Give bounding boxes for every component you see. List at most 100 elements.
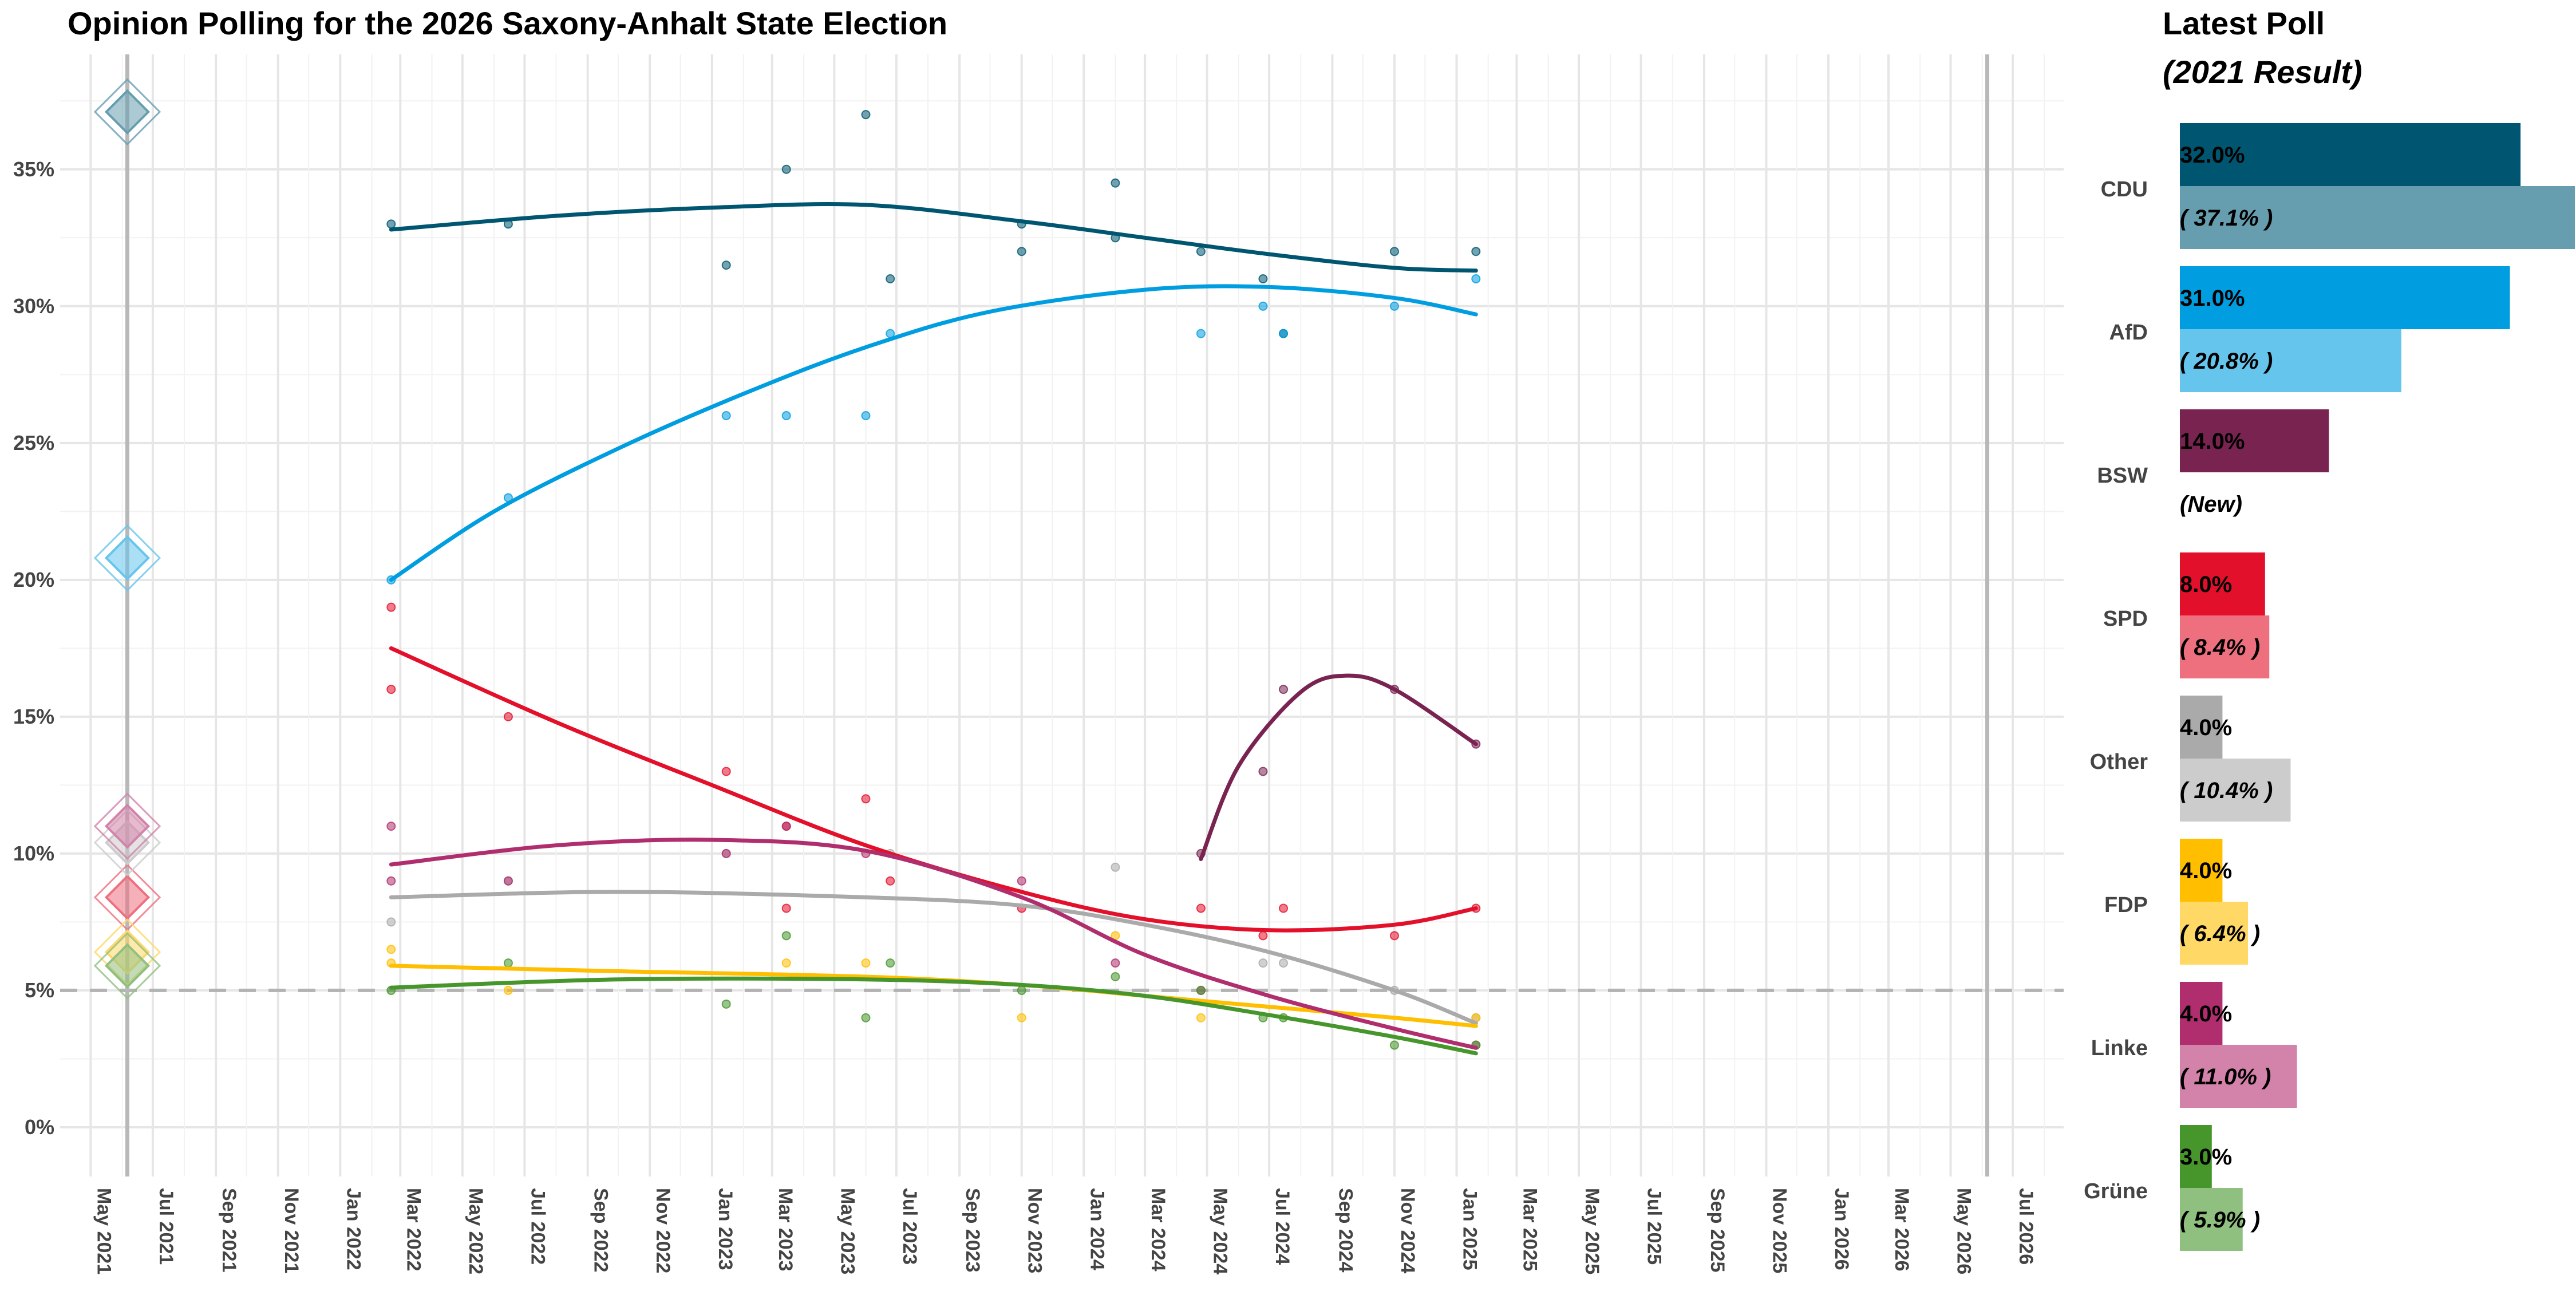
trend-line-other — [389, 890, 1478, 1025]
x-tick-label: Jul 2025 — [1643, 1188, 1665, 1265]
trend-line-fdp — [389, 964, 1478, 1028]
y-tick-label: 25% — [13, 431, 54, 455]
poll-point-afd — [1389, 301, 1399, 311]
poll-point-linke — [386, 876, 396, 886]
x-tick-label: May 2024 — [1210, 1188, 1231, 1274]
poll-point-spd — [781, 903, 791, 913]
poll-point-fdp — [503, 985, 513, 995]
x-tick-label: Jul 2022 — [527, 1188, 548, 1265]
x-tick-label: Jul 2021 — [155, 1188, 177, 1265]
trend-lines — [389, 202, 1478, 1056]
poll-point-linke — [1017, 876, 1026, 886]
poll-point-spd — [861, 794, 871, 804]
x-tick-label: May 2021 — [93, 1188, 114, 1274]
poll-bar-label: 4.0% — [2180, 858, 2232, 883]
poll-point-afd — [1196, 329, 1206, 338]
latest-poll-subtitle: (2021 Result) — [2163, 54, 2362, 90]
x-tick-label: Jan 2022 — [342, 1188, 364, 1270]
x-tick-label: Jan 2024 — [1086, 1188, 1108, 1270]
x-axis: May 2021 Jul 2021 Sep 2021 Nov 2021 Jan 2022… — [93, 1188, 2037, 1274]
trend-line-cdu — [389, 202, 1478, 273]
result-bar-linke — [2180, 1045, 2297, 1108]
result-bar-label: ( 10.4% ) — [2180, 778, 2273, 803]
poll-point-grüne — [503, 958, 513, 968]
trend-line-bsw — [1199, 673, 1478, 861]
poll-point-spd — [1196, 903, 1206, 913]
poll-point-spd — [1258, 931, 1268, 941]
y-tick-label: 15% — [13, 705, 54, 728]
poll-bar-bsw — [2180, 409, 2329, 472]
poll-point-cdu — [781, 164, 791, 174]
y-tick-label: 20% — [13, 568, 54, 591]
election-result-markers — [93, 78, 161, 1000]
poll-point-cdu — [1471, 247, 1481, 256]
result-bar-label: ( 6.4% ) — [2180, 921, 2260, 946]
x-tick-label: Sep 2024 — [1334, 1188, 1356, 1273]
result-bar-label: ( 8.4% ) — [2180, 635, 2260, 660]
poll-point-grüne — [1017, 985, 1026, 995]
x-tick-label: Nov 2024 — [1397, 1188, 1419, 1273]
party-label: CDU — [2101, 177, 2148, 202]
latest-poll-bars: CDU 32.0% ( 37.1% ) AfD 31.0% ( 20.8% ) BSW 14.… — [2084, 123, 2575, 1251]
poll-point-linke — [721, 848, 731, 858]
x-tick-label: Nov 2022 — [652, 1188, 674, 1273]
x-tick-label: Mar 2025 — [1519, 1188, 1540, 1272]
poll-point-spd — [1389, 931, 1399, 941]
x-tick-label: Mar 2026 — [1891, 1188, 1913, 1272]
poll-point-afd — [861, 411, 871, 421]
poll-point-cdu — [1111, 178, 1120, 188]
poll-bar-label: 14.0% — [2180, 429, 2245, 454]
result-marker-spd — [104, 874, 151, 920]
party-label: AfD — [2109, 321, 2148, 345]
y-tick-label: 30% — [13, 294, 54, 318]
poll-point-bsw — [1258, 767, 1268, 776]
poll-point-other — [1258, 958, 1268, 968]
result-bar-fdp — [2180, 902, 2249, 965]
poll-bar-label: 4.0% — [2180, 715, 2232, 740]
poll-point-linke — [503, 876, 513, 886]
poll-point-cdu — [861, 110, 871, 120]
x-tick-label: Jul 2023 — [899, 1188, 920, 1265]
poll-bar-label: 31.0% — [2180, 286, 2245, 311]
result-bar-label: ( 5.9% ) — [2180, 1207, 2260, 1233]
result-bar-label: ( 37.1% ) — [2180, 206, 2273, 231]
poll-point-spd — [386, 602, 396, 612]
poll-point-linke — [1111, 958, 1120, 968]
poll-bar-other — [2180, 696, 2223, 759]
poll-point-cdu — [386, 219, 396, 229]
trend-line-linke — [389, 838, 1478, 1050]
poll-point-afd — [721, 411, 731, 421]
chart-title: Opinion Polling for the 2026 Saxony-Anha… — [68, 5, 947, 41]
poll-point-fdp — [1017, 1013, 1026, 1022]
poll-point-spd — [886, 876, 895, 886]
party-label: Linke — [2091, 1036, 2148, 1060]
poll-bar-linke — [2180, 982, 2223, 1045]
trend-line-spd — [389, 646, 1478, 933]
poll-point-cdu — [721, 260, 731, 270]
result-bar-label: ( 11.0% ) — [2180, 1064, 2271, 1089]
y-axis: 0% 5% 10% 15% 20% 25% 30% 35% — [13, 157, 54, 1139]
poll-bar-afd — [2180, 266, 2510, 329]
poll-bar-label: 4.0% — [2180, 1001, 2232, 1027]
poll-point-spd — [503, 712, 513, 721]
poll-point-cdu — [886, 274, 895, 283]
result-bar-grüne — [2180, 1188, 2243, 1251]
poll-point-fdp — [861, 958, 871, 968]
x-tick-label: May 2025 — [1581, 1188, 1603, 1274]
trend-line-afd — [389, 284, 1478, 582]
x-tick-label: May 2022 — [465, 1188, 487, 1274]
x-tick-label: Sep 2023 — [962, 1188, 983, 1272]
poll-bar-spd — [2180, 552, 2265, 615]
x-tick-label: Mar 2022 — [402, 1188, 424, 1272]
x-tick-label: May 2023 — [836, 1188, 858, 1274]
poll-point-spd — [721, 767, 731, 776]
x-tick-label: Jul 2026 — [2015, 1188, 2037, 1265]
x-tick-label: Jan 2025 — [1459, 1188, 1481, 1270]
y-tick-label: 5% — [25, 978, 54, 1002]
result-marker-cdu — [104, 89, 151, 135]
poll-point-grüne — [1196, 985, 1206, 995]
party-label: SPD — [2103, 607, 2148, 631]
reference-lines — [60, 54, 2064, 1176]
result-marker-outline-afd — [93, 524, 161, 592]
